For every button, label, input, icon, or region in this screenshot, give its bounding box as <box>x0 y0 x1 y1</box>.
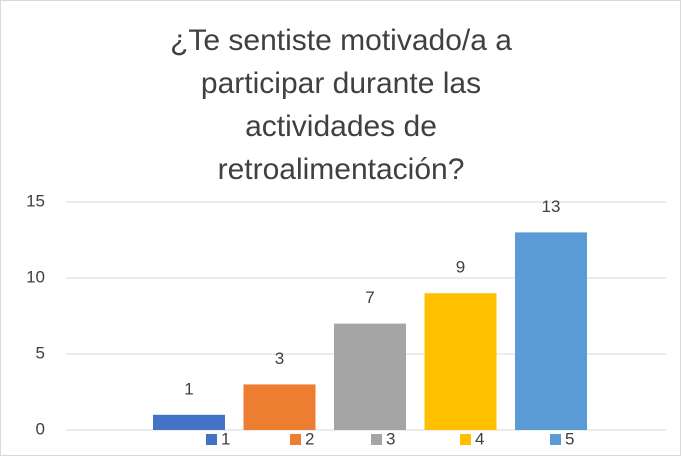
y-tick-label: 15 <box>26 191 45 210</box>
data-label: 13 <box>542 197 561 216</box>
legend-swatch <box>460 434 471 445</box>
chart-title: ¿Te sentiste motivado/a a participar dur… <box>170 24 512 186</box>
legend-swatch <box>371 434 382 445</box>
data-label: 3 <box>275 349 284 368</box>
legend-label: 5 <box>565 429 574 448</box>
bar <box>153 414 225 430</box>
legend-label: 1 <box>221 429 230 448</box>
legend-label: 3 <box>386 429 395 448</box>
y-tick-label: 0 <box>36 419 45 438</box>
bar <box>334 323 406 430</box>
legend-swatch <box>550 434 561 445</box>
bar <box>424 293 497 430</box>
legend-label: 2 <box>305 429 314 448</box>
data-label: 7 <box>365 288 374 307</box>
legend-label: 4 <box>475 429 484 448</box>
y-tick-label: 10 <box>26 267 45 286</box>
data-label: 9 <box>456 258 465 277</box>
bar <box>515 232 587 430</box>
legend-swatch <box>290 434 301 445</box>
bar <box>243 384 316 430</box>
data-label: 1 <box>184 379 193 398</box>
legend-swatch <box>206 434 217 445</box>
y-tick-label: 5 <box>36 343 45 362</box>
